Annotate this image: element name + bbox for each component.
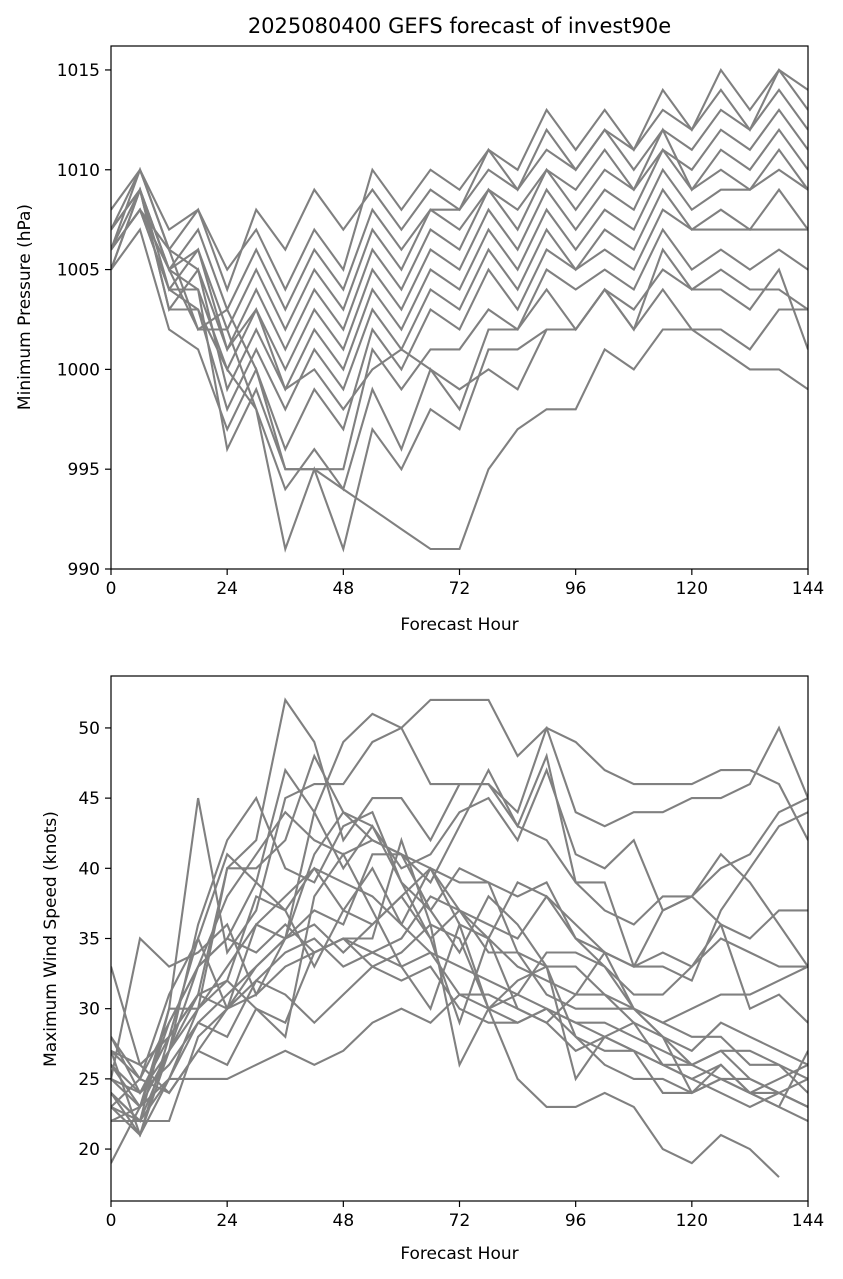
wind-x-tick-label: 48	[333, 1211, 355, 1231]
pressure-x-tick-label: 0	[106, 579, 117, 599]
wind-y-axis-label: Maximum Wind Speed (knots)	[41, 811, 61, 1067]
pressure-series-10	[111, 207, 808, 471]
wind-y-tick-label: 45	[78, 789, 100, 809]
wind-x-tick-label: 96	[565, 1211, 587, 1231]
wind-panel: 0 24 48 72 96 120 144 20 25 30 35 40 45 50 Forecast H…	[41, 675, 824, 1264]
wind-y-tick-label: 25	[78, 1070, 100, 1090]
pressure-panel: 2025080400 GEFS forecast of invest90e 0 2…	[15, 14, 824, 635]
wind-x-axis-label: Forecast Hour	[400, 1244, 518, 1264]
pressure-y-tick-label: 995	[68, 460, 100, 480]
pressure-series-7	[111, 167, 808, 393]
pressure-y-tick-label: 990	[68, 560, 100, 580]
pressure-series-9	[111, 208, 808, 452]
pressure-x-tick-label: 144	[792, 579, 824, 599]
pressure-axes: 0 24 48 72 96 120 144 990 995 1000 1005 1010 1015	[57, 45, 824, 599]
pressure-x-tick-label: 96	[565, 579, 587, 599]
wind-x-tick-label: 120	[676, 1211, 708, 1231]
wind-y-tick-label: 20	[78, 1140, 100, 1160]
wind-series-group	[111, 697, 808, 1178]
pressure-y-axis-label: Minimum Pressure (hPa)	[15, 204, 35, 410]
wind-y-tick-label: 50	[78, 719, 100, 739]
wind-x-tick-label: 0	[106, 1211, 117, 1231]
wind-series-19	[111, 853, 808, 1095]
wind-series-3	[111, 698, 808, 1109]
wind-series-16	[111, 852, 780, 1178]
wind-axes: 0 24 48 72 96 120 144 20 25 30 35 40 45 50	[78, 675, 824, 1231]
wind-y-tick-label: 35	[78, 930, 100, 950]
pressure-x-tick-label: 120	[676, 579, 708, 599]
pressure-x-tick-label: 24	[216, 579, 238, 599]
chart-title: 2025080400 GEFS forecast of invest90e	[248, 14, 671, 38]
wind-y-tick-label: 30	[78, 1000, 100, 1020]
wind-series-5	[111, 767, 808, 1081]
pressure-x-tick-label: 72	[449, 579, 471, 599]
pressure-y-tick-label: 1010	[57, 161, 100, 181]
pressure-series-12	[111, 207, 808, 553]
pressure-y-tick-label: 1005	[57, 261, 100, 281]
wind-series-20	[111, 923, 808, 1138]
pressure-x-tick-label: 48	[333, 579, 355, 599]
pressure-y-tick-label: 1015	[57, 61, 100, 81]
wind-series-14	[111, 993, 808, 1164]
pressure-x-axis-label: Forecast Hour	[400, 615, 518, 635]
wind-x-tick-label: 144	[792, 1211, 824, 1231]
pressure-series-14	[111, 187, 808, 412]
pressure-series-group	[111, 67, 808, 553]
wind-series-2	[111, 712, 808, 1082]
wind-y-tick-label: 40	[78, 859, 100, 879]
pressure-y-tick-label: 1000	[57, 360, 100, 380]
wind-series-17	[111, 810, 808, 1109]
wind-x-tick-label: 72	[449, 1211, 471, 1231]
wind-x-tick-label: 24	[216, 1211, 238, 1231]
